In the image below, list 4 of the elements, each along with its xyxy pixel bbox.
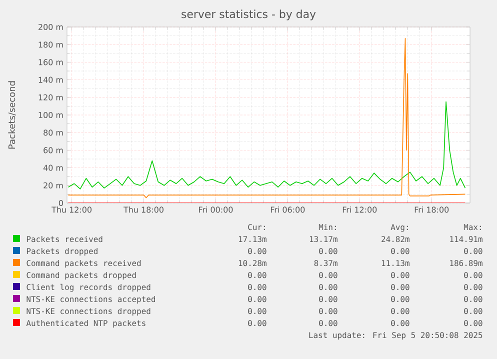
line-series bbox=[68, 101, 466, 190]
chart-title: server statistics - by day bbox=[182, 10, 316, 20]
y-axis-title: Packets/second bbox=[8, 81, 16, 149]
line-series bbox=[68, 38, 466, 198]
